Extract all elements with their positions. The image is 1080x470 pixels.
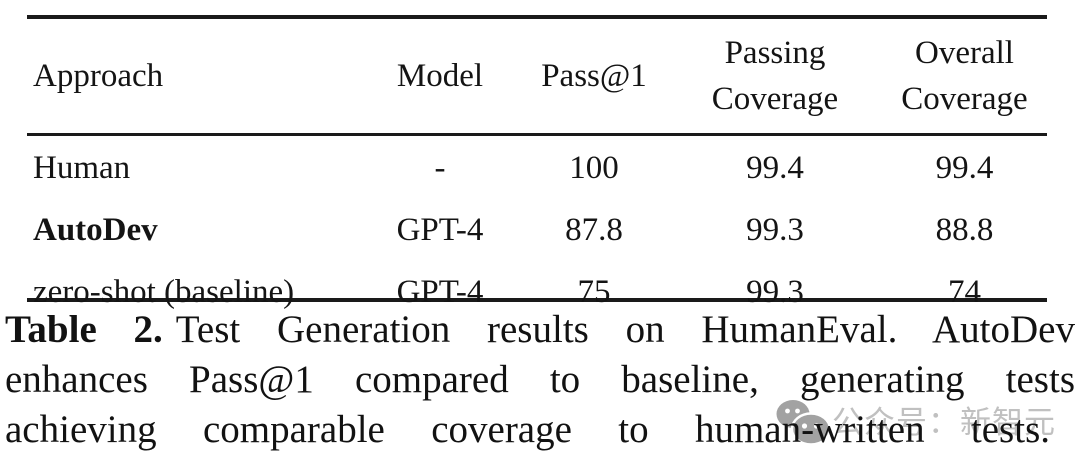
caption-line-2: enhances Pass@1 compared to baseline, ge… [5, 355, 1075, 405]
caption-text-2: enhances Pass@1 compared to baseline, ge… [5, 358, 1075, 401]
table-top-rule [27, 15, 1047, 19]
caption-text-1: Test Generation results on HumanEval. Au… [175, 308, 1075, 351]
column-header-passing-coverage: Passing Coverage [711, 35, 839, 117]
cell-model: - [434, 150, 446, 186]
table-row-human: Human - 100 99.4 99.4 [27, 133, 1047, 195]
cell-passing-coverage: 99.4 [746, 150, 804, 186]
column-header-model: Model [396, 58, 484, 94]
cell-passing-coverage: 99.3 [746, 274, 804, 310]
column-header-overall-coverage: Overall Coverage [901, 35, 1028, 117]
header-row: Approach Model Pass@1 Passing Coverage O… [27, 19, 1047, 133]
column-header-approach: Approach [33, 58, 164, 94]
cell-pass1: 75 [577, 274, 611, 310]
cell-approach: zero-shot (baseline) [33, 274, 295, 310]
cell-model: GPT-4 [396, 274, 484, 310]
cell-pass1: 87.8 [565, 212, 623, 248]
caption-line-1: Table 2. Test Generation results on Human… [5, 305, 1075, 355]
table-header-rule [27, 133, 1047, 136]
cell-overall-coverage: 99.4 [935, 150, 994, 186]
caption-line-3: achieving comparable coverage to human-w… [5, 405, 1050, 455]
table-bottom-rule [27, 298, 1047, 302]
results-table: Approach Model Pass@1 Passing Coverage O… [27, 19, 1047, 319]
caption-text-3: achieving comparable coverage to human-w… [5, 408, 1050, 451]
table-caption: Table 2. Test Generation results on Human… [5, 305, 1075, 455]
cell-overall-coverage: 74 [948, 274, 981, 310]
cell-overall-coverage: 88.8 [935, 212, 994, 248]
caption-label: Table 2. [5, 308, 163, 351]
cell-passing-coverage: 99.3 [746, 212, 804, 248]
table-row-autodev: AutoDev GPT-4 87.8 99.3 88.8 [27, 195, 1047, 257]
column-header-pass1: Pass@1 [541, 58, 647, 94]
table-row-zero-shot: zero-shot (baseline) GPT-4 75 99.3 74 [27, 257, 1047, 319]
cell-approach: AutoDev [33, 212, 158, 248]
cell-approach: Human [33, 150, 131, 186]
cell-model: GPT-4 [396, 212, 484, 248]
cell-pass1: 100 [569, 150, 619, 186]
